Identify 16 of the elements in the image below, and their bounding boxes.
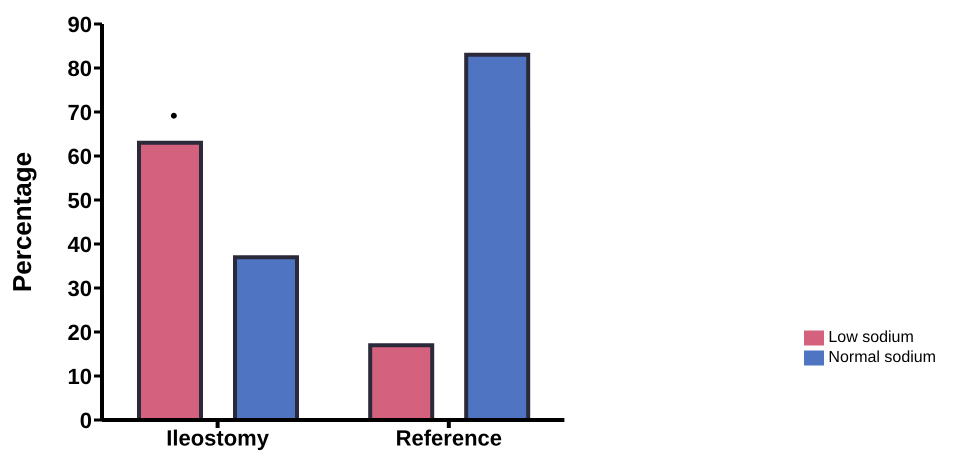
annotation: • bbox=[170, 103, 178, 128]
y-tick-label: 90 bbox=[68, 12, 92, 37]
legend-label: Normal sodium bbox=[828, 349, 936, 366]
y-tick-label: 30 bbox=[68, 276, 92, 301]
y-tick-label: 40 bbox=[68, 232, 92, 257]
y-tick-label: 70 bbox=[68, 100, 92, 125]
y-tick-label: 0 bbox=[80, 408, 92, 433]
y-tick-label: 80 bbox=[68, 56, 92, 81]
y-tick-label: 10 bbox=[68, 364, 92, 389]
y-tick-label: 60 bbox=[68, 144, 92, 169]
x-tick-label: Ileostomy bbox=[166, 426, 270, 451]
y-tick-label: 20 bbox=[68, 320, 92, 345]
x-tick-label: Reference bbox=[396, 426, 502, 451]
legend-label: Low sodium bbox=[828, 329, 914, 346]
y-tick-label: 50 bbox=[68, 188, 92, 213]
y-axis-title: Percentage bbox=[7, 152, 38, 292]
